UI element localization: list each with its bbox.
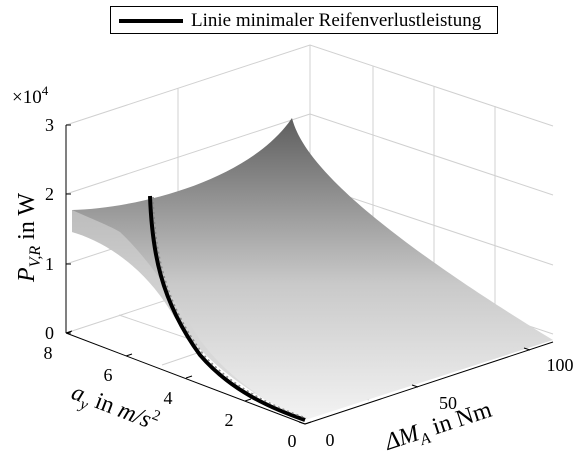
x-tick-0: 0 bbox=[326, 430, 335, 450]
y-tick-6: 6 bbox=[104, 365, 113, 385]
y-ticks bbox=[65, 330, 312, 425]
z-ticks bbox=[66, 124, 71, 334]
grid-right-h-2 bbox=[309, 113, 554, 196]
y-tick-0: 0 bbox=[288, 431, 297, 451]
surface-front-edge bbox=[72, 210, 305, 420]
y-tick-8: 8 bbox=[44, 343, 53, 363]
min-loss-line bbox=[148, 195, 306, 422]
y-axis-title: ay in m/s2 bbox=[66, 377, 162, 439]
z-axis-title: PV,R in W bbox=[14, 193, 44, 283]
x-ticks bbox=[298, 347, 531, 425]
y-tick-4: 4 bbox=[164, 388, 173, 408]
z-tick-2: 2 bbox=[45, 184, 54, 204]
legend-label: Linie minimaler Reifenverlustleistung bbox=[191, 10, 482, 31]
x-tick-100: 100 bbox=[547, 355, 574, 375]
front-axes bbox=[65, 125, 554, 425]
z-tick-0: 0 bbox=[45, 323, 54, 343]
x-tick-50: 50 bbox=[439, 393, 457, 413]
y-axis-line bbox=[65, 332, 306, 425]
z-exponent-label: ×104 bbox=[12, 83, 49, 108]
legend-line-swatch bbox=[119, 19, 183, 23]
legend: Linie minimaler Reifenverlustleistung bbox=[110, 6, 498, 34]
y-tick-2: 2 bbox=[225, 410, 234, 430]
surface bbox=[72, 118, 553, 420]
min-loss-line-dots bbox=[152, 196, 307, 419]
z-tick-1: 1 bbox=[45, 254, 54, 274]
z-tick-3: 3 bbox=[45, 115, 54, 135]
grid-left-h-2 bbox=[65, 113, 311, 195]
x-axis-line bbox=[304, 341, 554, 425]
